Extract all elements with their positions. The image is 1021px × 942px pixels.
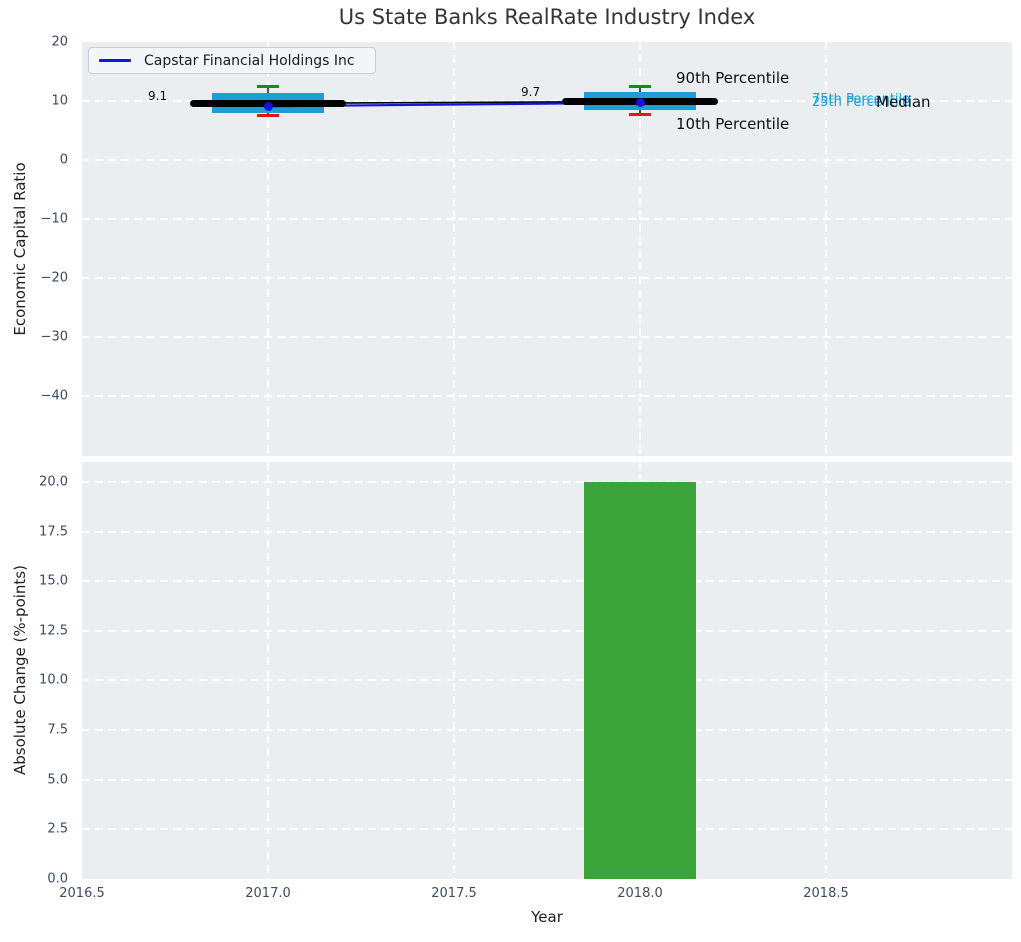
top-y-axis-label: Economic Capital Ratio	[11, 162, 29, 336]
p10-cap	[629, 113, 651, 117]
gridline-vertical	[639, 42, 641, 456]
p90-cap	[629, 84, 651, 88]
label-median: Median	[876, 93, 931, 111]
change-bar	[584, 481, 696, 879]
top-plot-area	[82, 42, 1012, 456]
y-tick-label: 12.5	[39, 623, 68, 639]
gridline-vertical	[453, 42, 455, 456]
y-tick-label: 10.0	[39, 672, 68, 688]
bottom-y-axis-label: Absolute Change (%-points)	[11, 565, 29, 775]
label-75th-percentile: 75th Percentile	[812, 92, 911, 107]
y-tick-label: 15.0	[39, 573, 68, 589]
gridline-horizontal	[82, 679, 1012, 682]
legend-capstar-line-icon	[99, 59, 131, 62]
annotation-2017-value: 9.1	[148, 89, 168, 103]
y-tick-label: 10	[51, 93, 68, 109]
annotation-2018-value: 9.7	[521, 85, 541, 99]
x-tick-label: 2017.0	[245, 886, 291, 901]
gridline-horizontal	[82, 276, 1012, 279]
gridline-horizontal	[82, 217, 1012, 220]
label-10th-percentile: 10th Percentile	[676, 115, 790, 133]
legend-capstar-label: Capstar Financial Holdings Inc	[144, 52, 355, 69]
y-tick-label: 5.0	[47, 772, 68, 788]
gridline-horizontal	[82, 580, 1012, 583]
gridline-horizontal	[82, 729, 1012, 732]
y-tick-label: 0	[59, 152, 68, 168]
y-tick-label: −20	[40, 270, 68, 286]
gridline-horizontal	[82, 530, 1012, 533]
p10-cap	[257, 114, 279, 118]
bottom-y-tick-labels: 0.0 2.5 5.0 7.5 10.0 12.5 15.0 17.5 20.0	[0, 462, 76, 886]
gridline-vertical	[267, 42, 269, 456]
y-tick-label: 17.5	[39, 524, 68, 539]
gridline-horizontal	[82, 158, 1012, 161]
y-tick-label: −10	[40, 211, 68, 227]
y-tick-label: 0.0	[47, 871, 68, 887]
x-tick-label: 2016.5	[59, 886, 105, 901]
label-90th-percentile: 90th Percentile	[676, 69, 790, 87]
legend: Capstar Financial Holdings Inc	[88, 47, 376, 74]
x-tick-label: 2018.5	[803, 886, 849, 901]
y-tick-label: 2.5	[47, 821, 68, 837]
x-tick-label: 2017.5	[431, 886, 477, 901]
gridline-horizontal	[82, 335, 1012, 338]
x-axis-label: Year	[531, 908, 563, 926]
bottom-plot-area	[82, 462, 1012, 879]
label-25th-percentile: 25th Percentile	[812, 95, 911, 110]
p90-cap	[257, 84, 279, 88]
y-tick-label: 20.0	[39, 474, 68, 490]
gridline-vertical	[453, 462, 455, 879]
top-y-tick-labels: 20 10 0 −10 −20 −30 −40	[0, 35, 76, 456]
y-tick-label: −40	[40, 388, 68, 404]
gridline-horizontal	[82, 99, 1012, 102]
chart-title: Us State Banks RealRate Industry Index	[338, 5, 756, 29]
gridline-vertical	[825, 42, 827, 456]
y-tick-label: 7.5	[47, 722, 68, 738]
gridline-horizontal	[82, 394, 1012, 397]
gridline-horizontal	[82, 629, 1012, 632]
gridline-horizontal	[82, 480, 1012, 483]
y-tick-label: 20	[51, 34, 68, 50]
gridline-horizontal	[82, 778, 1012, 781]
x-tick-label: 2018.0	[617, 886, 663, 901]
capstar-point	[263, 101, 273, 111]
gridline-vertical	[825, 462, 827, 879]
gridline-vertical	[267, 462, 269, 879]
y-tick-label: −30	[40, 329, 68, 345]
gridline-horizontal	[82, 828, 1012, 831]
capstar-point	[635, 98, 645, 108]
